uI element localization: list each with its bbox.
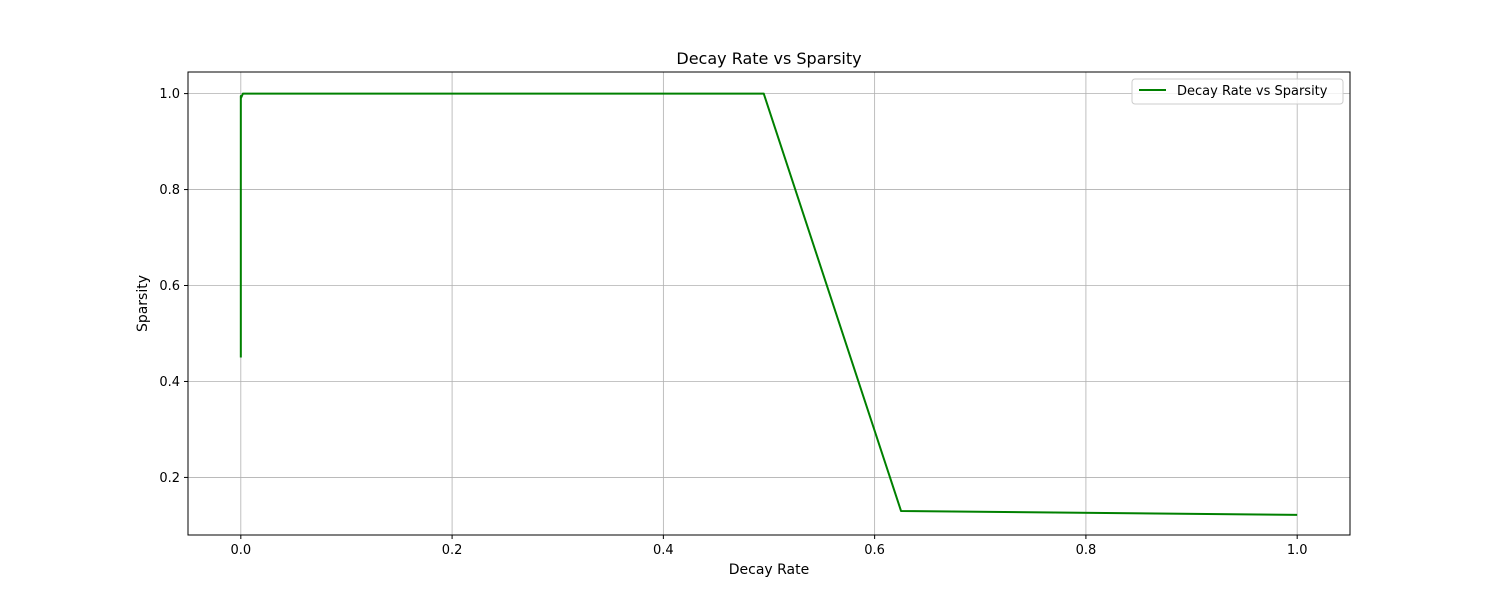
grid [188, 72, 1350, 535]
x-tick-label: 0.6 [864, 543, 885, 558]
x-tick-label: 0.8 [1076, 543, 1097, 558]
legend: Decay Rate vs Sparsity [1131, 78, 1344, 105]
legend-label: Decay Rate vs Sparsity [1177, 84, 1328, 99]
legend-box [1131, 78, 1344, 105]
y-axis-title: Sparsity [135, 275, 151, 332]
series-layer [239, 92, 1298, 516]
x-tick-label: 0.2 [442, 543, 463, 558]
plot-frame [187, 71, 1351, 536]
series-line [239, 92, 1298, 516]
x-tick-label: 0.4 [653, 543, 674, 558]
x-axis-ticks: 0.0 0.2 0.4 0.6 0.8 1.0 [230, 535, 1308, 558]
y-tick-label: 0.6 [159, 279, 180, 294]
x-axis-title: Decay Rate [729, 562, 810, 578]
y-tick-label: 1.0 [159, 87, 180, 102]
chart-title: Decay Rate vs Sparsity [676, 49, 861, 68]
x-tick-label: 0.0 [230, 543, 251, 558]
x-tick-label: 1.0 [1287, 543, 1308, 558]
y-axis-ticks: 0.2 0.4 0.6 0.8 1.0 [159, 87, 188, 486]
y-tick-label: 0.4 [159, 375, 180, 390]
y-tick-label: 0.2 [159, 471, 180, 486]
y-tick-label: 0.8 [159, 183, 180, 198]
